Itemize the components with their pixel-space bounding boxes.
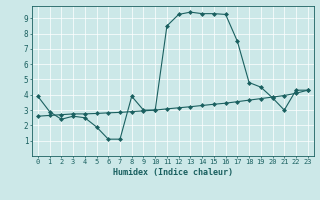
X-axis label: Humidex (Indice chaleur): Humidex (Indice chaleur)	[113, 168, 233, 177]
